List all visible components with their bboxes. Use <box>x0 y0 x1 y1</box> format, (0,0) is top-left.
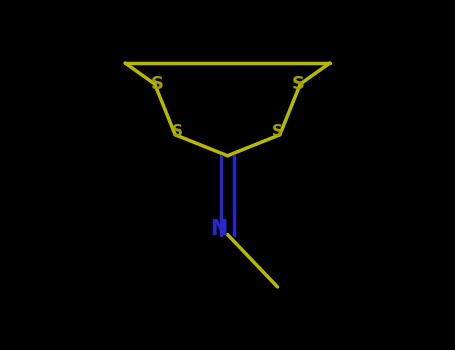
Text: S: S <box>172 125 183 139</box>
Text: S: S <box>272 125 283 139</box>
Text: S: S <box>151 75 163 93</box>
Text: N: N <box>210 219 227 239</box>
Text: S: S <box>292 75 304 93</box>
